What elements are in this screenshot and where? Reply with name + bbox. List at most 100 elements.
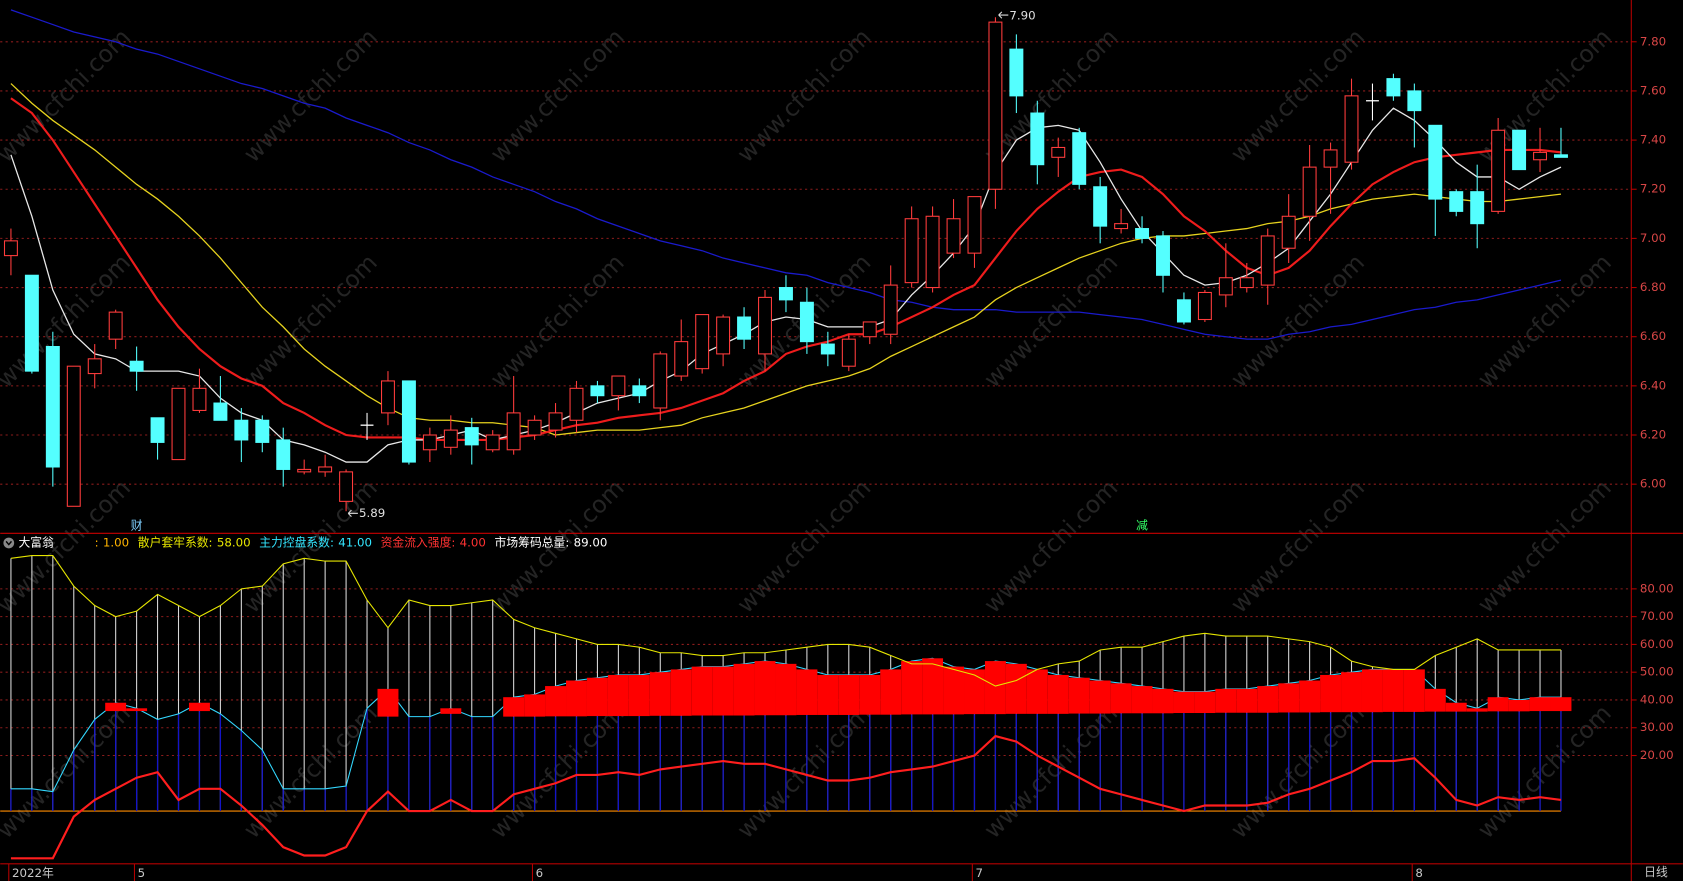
band bbox=[880, 669, 902, 715]
candle-body bbox=[904, 218, 919, 284]
y-tick-label: 60.00 bbox=[1640, 637, 1674, 651]
candle-body bbox=[1260, 235, 1275, 286]
band bbox=[754, 661, 776, 716]
candle-body bbox=[108, 311, 123, 340]
candle-body bbox=[87, 358, 102, 375]
band bbox=[922, 658, 944, 715]
candle-body bbox=[988, 21, 1003, 190]
candle-body bbox=[799, 301, 814, 343]
candle-body bbox=[632, 385, 647, 397]
candle-body bbox=[1407, 90, 1422, 112]
band bbox=[1068, 677, 1090, 714]
candle-body bbox=[737, 316, 752, 340]
candle-body bbox=[1491, 129, 1506, 212]
band bbox=[901, 661, 923, 715]
y-tick-label: 80.00 bbox=[1640, 581, 1674, 595]
candle-body bbox=[1302, 166, 1317, 217]
band bbox=[1005, 663, 1027, 714]
label-arrow bbox=[347, 509, 358, 517]
legend-value: 4.00 bbox=[460, 535, 486, 549]
panel-menu-icon[interactable] bbox=[3, 537, 15, 549]
band bbox=[796, 669, 818, 715]
candle-body bbox=[862, 321, 877, 338]
candle-body bbox=[1533, 151, 1548, 161]
y-tick-label: 7.60 bbox=[1640, 83, 1666, 97]
candle-body bbox=[1072, 132, 1087, 185]
candle-body bbox=[758, 296, 772, 355]
band bbox=[188, 702, 210, 712]
candle-body bbox=[66, 365, 81, 507]
candle-body bbox=[967, 196, 982, 254]
high-label: 7.90 bbox=[1009, 9, 1035, 23]
band bbox=[1320, 674, 1342, 713]
line bbox=[10, 734, 1562, 860]
candle-body bbox=[527, 419, 542, 436]
y-tick-label: 6.20 bbox=[1640, 428, 1666, 442]
band bbox=[524, 694, 546, 717]
candle-body bbox=[1197, 291, 1212, 321]
band bbox=[105, 702, 127, 712]
candle-body bbox=[192, 387, 207, 411]
candle-body bbox=[883, 284, 898, 335]
y-tick-label: 6.40 bbox=[1640, 378, 1666, 392]
candle-body bbox=[234, 419, 249, 441]
x-tick-label: 6 bbox=[536, 866, 544, 880]
band bbox=[1257, 686, 1279, 713]
band bbox=[1110, 683, 1132, 714]
candle-body bbox=[401, 380, 416, 463]
candle-body bbox=[548, 412, 563, 431]
candle-body bbox=[3, 240, 18, 257]
candle-body bbox=[1512, 129, 1527, 171]
legend-name: 主力控盘系数: bbox=[259, 535, 334, 549]
band bbox=[691, 666, 713, 716]
candle-body bbox=[1281, 215, 1296, 249]
band bbox=[1382, 669, 1404, 712]
candle-body bbox=[778, 287, 793, 301]
candle-body bbox=[1554, 154, 1568, 158]
candle-body bbox=[1449, 191, 1464, 212]
y-tick-label: 70.00 bbox=[1640, 609, 1674, 623]
band bbox=[817, 674, 839, 715]
candle-body bbox=[255, 419, 270, 443]
band bbox=[1361, 669, 1383, 713]
band bbox=[775, 663, 797, 716]
candle-body bbox=[380, 380, 395, 414]
legend-name: : bbox=[95, 535, 99, 549]
y-tick-label: 40.00 bbox=[1640, 692, 1674, 706]
band bbox=[1152, 688, 1174, 714]
candle-body bbox=[213, 402, 228, 421]
band bbox=[1487, 697, 1509, 712]
candle-body bbox=[1135, 228, 1150, 239]
candle-body bbox=[24, 274, 39, 372]
legend-name: 市场筹码总量: bbox=[495, 535, 570, 549]
band bbox=[566, 680, 587, 717]
band bbox=[838, 674, 860, 715]
y-tick-label: 7.20 bbox=[1640, 182, 1666, 196]
moving-average bbox=[10, 107, 1562, 463]
candle-body bbox=[716, 316, 731, 355]
band bbox=[1047, 674, 1069, 714]
band bbox=[1341, 672, 1362, 713]
candle-body bbox=[1009, 48, 1024, 97]
band bbox=[670, 669, 692, 716]
legend-name: 资金流入强度: bbox=[381, 535, 456, 549]
moving-average bbox=[10, 97, 1562, 442]
band bbox=[733, 663, 755, 716]
indicator-title: 大富翁 bbox=[18, 535, 54, 549]
y-tick-label: 7.40 bbox=[1640, 133, 1666, 147]
candle-body bbox=[171, 387, 186, 461]
band bbox=[1131, 686, 1153, 714]
band bbox=[1299, 680, 1321, 713]
band bbox=[503, 697, 525, 717]
panel-menu-arrow bbox=[5, 540, 13, 546]
band bbox=[964, 669, 985, 715]
candle-body bbox=[297, 468, 312, 473]
y-tick-label: 7.80 bbox=[1640, 34, 1666, 48]
candle-body bbox=[443, 429, 458, 448]
candle-body bbox=[590, 385, 605, 397]
candle-body bbox=[422, 434, 437, 451]
period-label: 日线 bbox=[1644, 865, 1668, 879]
band bbox=[440, 708, 462, 714]
y-tick-label: 20.00 bbox=[1640, 748, 1674, 762]
